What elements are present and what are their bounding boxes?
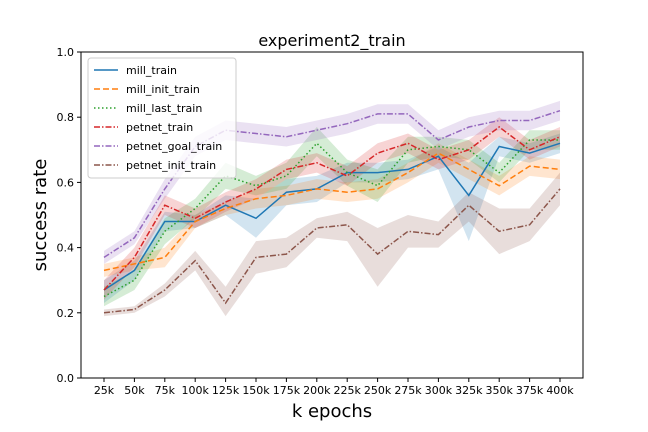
y-axis-label: success rate bbox=[30, 159, 51, 272]
legend-label-petnet_train: petnet_train bbox=[126, 121, 193, 134]
x-tick-label: 375k bbox=[516, 384, 544, 397]
x-tick-label: 300k bbox=[425, 384, 453, 397]
legend-box bbox=[87, 57, 237, 179]
series-lines bbox=[103, 109, 561, 314]
x-tick-label: 175k bbox=[273, 384, 301, 397]
x-axis-ticks: 25k 50k 75k 100k 125k 150k 175k 200k 225k 250k 275… bbox=[94, 378, 574, 397]
line-mill_last_train bbox=[103, 139, 560, 298]
x-tick-label: 400k bbox=[546, 384, 574, 397]
x-tick-label: 350k bbox=[486, 384, 514, 397]
x-tick-label: 125k bbox=[212, 384, 240, 397]
line-mill_init_train bbox=[103, 152, 561, 272]
y-axis-ticks: 0.0 0.2 0.4 0.6 0.8 1.0 bbox=[57, 46, 81, 385]
line-petnet_init_train bbox=[103, 188, 561, 314]
legend-label-petnet_goal_train: petnet_goal_train bbox=[126, 140, 222, 153]
x-tick-label: 50k bbox=[124, 384, 145, 397]
y-tick-label: 1.0 bbox=[57, 46, 75, 59]
legend-label-mill_init_train: mill_init_train bbox=[126, 83, 200, 96]
x-tick-label: 275k bbox=[394, 384, 422, 397]
band-petnet_train bbox=[104, 117, 560, 300]
y-tick-label: 0.6 bbox=[57, 176, 75, 189]
y-tick-label: 0.2 bbox=[57, 307, 75, 320]
x-tick-label: 250k bbox=[364, 384, 392, 397]
legend-label-petnet_init_train: petnet_init_train bbox=[126, 159, 216, 172]
x-tick-label: 150k bbox=[242, 384, 270, 397]
x-tick-label: 75k bbox=[155, 384, 176, 397]
y-tick-label: 0.0 bbox=[57, 372, 75, 385]
y-tick-label: 0.8 bbox=[57, 111, 75, 124]
x-tick-label: 25k bbox=[94, 384, 115, 397]
legend-label-mill_last_train: mill_last_train bbox=[126, 102, 202, 115]
band-mill_train bbox=[104, 133, 560, 303]
band-petnet_init_train bbox=[104, 172, 560, 317]
x-tick-label: 225k bbox=[334, 384, 362, 397]
y-tick-label: 0.4 bbox=[57, 242, 75, 255]
x-tick-label: 325k bbox=[455, 384, 483, 397]
line-petnet_train bbox=[103, 126, 561, 291]
legend: mill_train mill_init_train mill_last_train… bbox=[87, 57, 237, 179]
x-axis-label: k epochs bbox=[292, 401, 372, 422]
plot-frame bbox=[80, 51, 584, 379]
x-tick-label: 100k bbox=[182, 384, 210, 397]
band-mill_init_train bbox=[104, 143, 560, 277]
chart-title: experiment2_train bbox=[258, 31, 405, 51]
x-tick-label: 200k bbox=[303, 384, 331, 397]
legend-label-mill_train: mill_train bbox=[126, 64, 177, 77]
line-mill_train bbox=[103, 142, 561, 291]
